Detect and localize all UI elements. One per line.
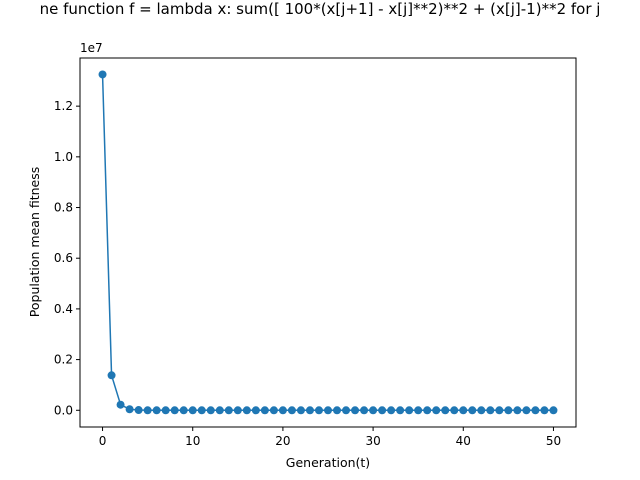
axes-frame xyxy=(79,57,577,428)
data-point xyxy=(549,406,558,415)
x-tick-label: 20 xyxy=(275,434,290,448)
data-point xyxy=(314,406,323,415)
chart-title: ne function f = lambda x: sum([ 100*(x[j… xyxy=(40,0,601,18)
data-point xyxy=(224,406,233,415)
data-point xyxy=(251,406,260,415)
x-tick-label: 30 xyxy=(365,434,380,448)
data-point xyxy=(333,406,342,415)
plot-area xyxy=(98,70,558,415)
x-tick-label: 0 xyxy=(99,434,107,448)
data-point xyxy=(152,406,161,415)
data-point xyxy=(423,406,432,415)
data-point xyxy=(233,406,242,415)
data-point xyxy=(188,406,197,415)
data-point xyxy=(432,406,441,415)
data-point xyxy=(486,406,495,415)
data-point xyxy=(278,406,287,415)
data-point xyxy=(215,406,224,415)
data-point xyxy=(378,406,387,415)
data-point xyxy=(98,70,107,79)
data-point xyxy=(459,406,468,415)
data-point xyxy=(396,406,405,415)
data-point xyxy=(143,406,152,415)
axis-ticks: 0 10 20 30 40 50 0.0 0.2 0.4 0.6 0.8 1.0 1.2 xyxy=(54,99,561,448)
data-point xyxy=(540,406,549,415)
y-tick-label: 0.6 xyxy=(54,251,73,265)
data-point xyxy=(450,406,459,415)
y-tick-label: 1.2 xyxy=(54,99,73,113)
data-point xyxy=(134,406,143,415)
series-line xyxy=(101,74,554,412)
data-point xyxy=(513,406,522,415)
data-point xyxy=(360,406,369,415)
data-point xyxy=(495,406,504,415)
data-point xyxy=(414,406,423,415)
y-offset-label: 1e7 xyxy=(80,41,103,55)
data-point xyxy=(324,406,332,415)
data-point xyxy=(405,406,414,415)
x-tick-label: 10 xyxy=(185,434,200,448)
data-point xyxy=(179,406,188,415)
data-point xyxy=(342,406,351,415)
data-point xyxy=(161,406,170,415)
y-tick-label: 0.2 xyxy=(54,353,73,367)
data-point xyxy=(197,406,206,415)
data-point xyxy=(170,406,179,415)
data-point xyxy=(369,406,378,415)
data-point xyxy=(468,406,477,415)
y-tick-label: 1.0 xyxy=(54,150,73,164)
data-point xyxy=(477,406,486,415)
x-tick-label: 50 xyxy=(546,434,561,448)
data-point xyxy=(287,406,296,415)
data-point xyxy=(116,400,125,409)
y-axis-label: Population mean fitness xyxy=(27,167,42,317)
data-point xyxy=(441,406,450,415)
data-point xyxy=(305,406,314,415)
data-point xyxy=(351,406,360,415)
data-point xyxy=(206,406,215,415)
data-point xyxy=(504,406,513,415)
y-tick-label: 0.4 xyxy=(54,302,73,316)
data-point xyxy=(531,406,540,415)
data-point xyxy=(269,406,278,415)
x-tick-label: 40 xyxy=(456,434,471,448)
data-point xyxy=(107,371,116,380)
y-tick-label: 0.8 xyxy=(54,201,73,215)
x-axis-label: Generation(t) xyxy=(286,455,370,470)
data-point xyxy=(260,406,269,415)
data-point xyxy=(125,405,134,414)
data-point xyxy=(296,406,305,415)
data-point xyxy=(242,406,251,415)
y-tick-label: 0.0 xyxy=(54,403,73,417)
data-point xyxy=(522,406,531,415)
data-point xyxy=(387,406,396,415)
